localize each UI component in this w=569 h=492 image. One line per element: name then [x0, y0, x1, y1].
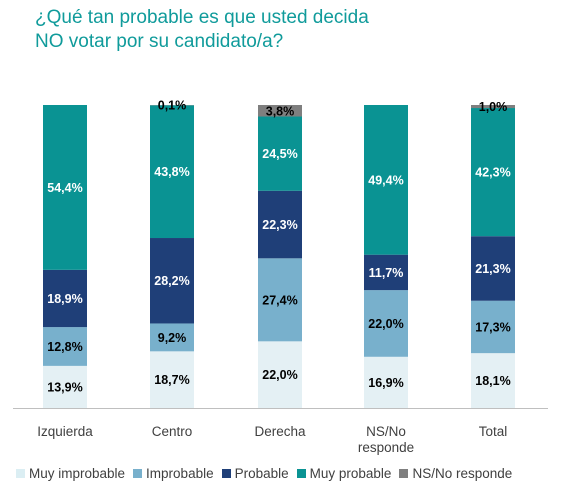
- data-label-1-1: 9,2%: [158, 331, 187, 345]
- chart-title: ¿Qué tan probable es que usted decida NO…: [35, 6, 369, 54]
- data-label-1-3: 43,8%: [154, 165, 189, 179]
- x-tick-label-3-1: responde: [358, 440, 414, 455]
- data-label-3-0: 16,9%: [368, 376, 403, 390]
- bar-segment-2-0: [258, 341, 302, 408]
- legend-item-4: NS/No responde: [399, 466, 512, 481]
- data-label-0-2: 18,9%: [47, 292, 82, 306]
- bar-segment-4-2: [471, 236, 515, 301]
- x-tick-label-2-0: Derecha: [254, 424, 306, 439]
- legend-label-2: Probable: [234, 466, 289, 481]
- bar-segment-4-4: [471, 105, 515, 109]
- legend-swatch-3: [296, 469, 306, 478]
- data-label-2-0: 22,0%: [262, 368, 297, 382]
- x-tick-label-0-0: Izquierda: [37, 424, 93, 439]
- bar-segment-2-4: [258, 105, 302, 117]
- legend-swatch-0: [16, 469, 25, 478]
- bar-segment-0-2: [43, 269, 87, 328]
- x-tick-label-4-0: Total: [479, 424, 508, 439]
- data-label-3-1: 22,0%: [368, 317, 403, 331]
- legend-label-0: Muy improbable: [29, 466, 126, 481]
- bar-segment-0-3: [43, 105, 87, 270]
- data-label-2-3: 24,5%: [262, 147, 297, 161]
- legend-item-2: Probable: [221, 466, 289, 481]
- legend-swatch-4: [399, 469, 409, 478]
- data-label-4-1: 17,3%: [475, 320, 510, 334]
- bar-segment-1-1: [150, 323, 194, 352]
- data-label-1-2: 28,2%: [154, 274, 189, 288]
- data-label-3-3: 49,4%: [368, 173, 403, 187]
- legend-item-0: Muy improbable: [16, 466, 125, 481]
- bar-segment-3-1: [364, 290, 408, 357]
- data-label-3-2: 11,7%: [369, 266, 404, 280]
- bar-segment-3-0: [364, 356, 408, 408]
- bar-segment-2-3: [258, 116, 302, 191]
- bar-segment-4-3: [471, 108, 515, 237]
- bar-segment-1-0: [150, 351, 194, 408]
- chart-title-line-2: NO votar por su candidato/a?: [35, 31, 284, 52]
- legend-label-3: Muy probable: [309, 466, 392, 481]
- bar-segment-0-0: [43, 365, 87, 408]
- data-label-4-2: 21,3%: [475, 262, 510, 276]
- legend-swatch-1: [133, 469, 143, 478]
- bar-segment-1-2: [150, 238, 194, 324]
- data-label-0-0: 13,9%: [47, 380, 82, 394]
- data-label-2-4: 3,8%: [266, 104, 295, 118]
- bar-segment-3-2: [364, 254, 408, 291]
- data-label-0-3: 54,4%: [47, 181, 82, 195]
- data-label-0-1: 12,8%: [47, 340, 82, 354]
- data-label-1-4: 0,1%: [158, 99, 187, 113]
- data-label-2-2: 22,3%: [262, 218, 297, 232]
- bar-segment-4-1: [471, 300, 515, 354]
- data-label-4-4: 1,0%: [479, 100, 508, 114]
- legend-label-4: NS/No responde: [412, 466, 513, 481]
- data-label-2-1: 27,4%: [262, 293, 297, 307]
- data-label-1-0: 18,7%: [154, 373, 189, 387]
- x-tick-label-1-0: Centro: [152, 424, 193, 439]
- legend-label-1: Improbable: [146, 466, 214, 481]
- bar-segment-4-0: [471, 353, 515, 408]
- bar-segment-0-1: [43, 327, 87, 366]
- chart-title-line-1: ¿Qué tan probable es que usted decida: [35, 7, 369, 28]
- legend-item-3: Muy probable: [296, 466, 392, 481]
- x-tick-label-3-0: NS/No: [366, 424, 406, 439]
- legend-swatch-2: [221, 469, 231, 478]
- data-label-4-0: 18,1%: [475, 374, 510, 388]
- bar-segment-1-3: [150, 105, 194, 239]
- legend-item-1: Improbable: [133, 466, 214, 481]
- bar-segment-3-3: [364, 105, 408, 255]
- data-label-4-3: 42,3%: [475, 166, 510, 180]
- bar-segment-2-1: [258, 258, 302, 342]
- bar-segment-2-2: [258, 190, 302, 259]
- chart-legend: Muy improbable Improbable Probable Muy prob…: [16, 466, 512, 481]
